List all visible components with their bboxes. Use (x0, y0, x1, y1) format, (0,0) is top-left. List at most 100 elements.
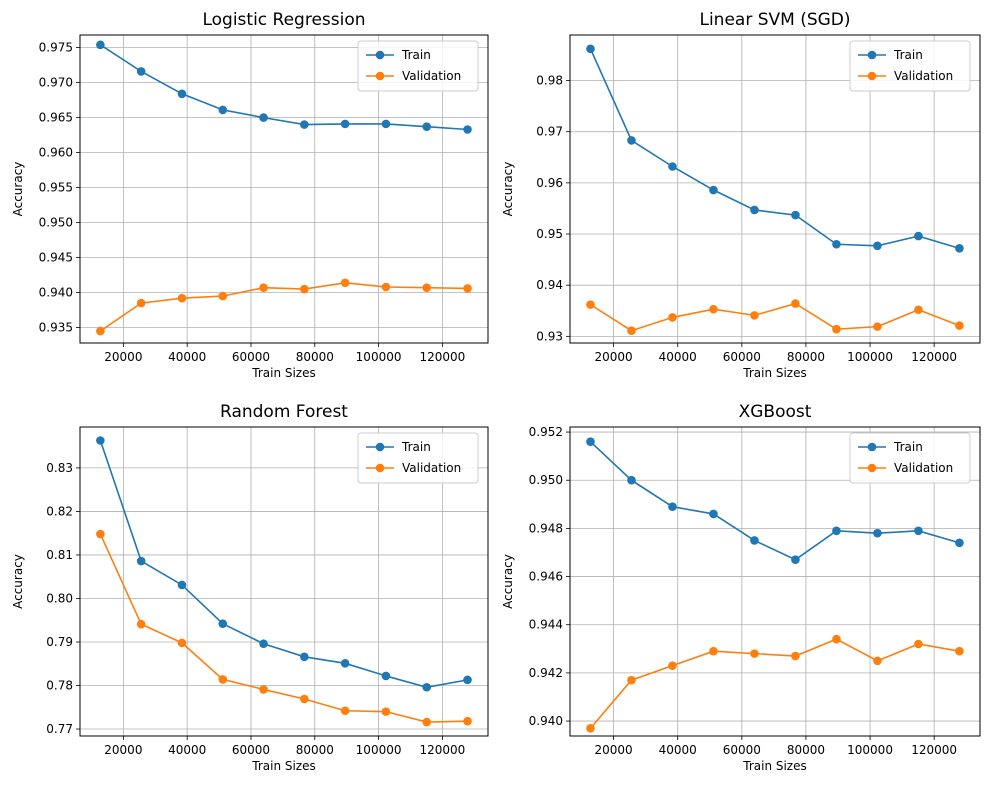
x-tick-label: 100000 (356, 743, 402, 757)
series-line-train (99, 440, 468, 689)
series-line-validation (99, 281, 468, 332)
data-point-validation (177, 293, 187, 303)
data-point-train (873, 528, 882, 538)
data-point-train (218, 619, 228, 629)
data-point-train (791, 555, 800, 565)
chart-title: Linear SVM (SGD) (699, 10, 850, 30)
data-point-train (586, 44, 595, 54)
data-point-validation (709, 646, 718, 656)
data-point-train (381, 119, 391, 129)
y-axis-label: Accuracy (501, 554, 515, 609)
y-tick-label: 0.950 (529, 473, 563, 487)
chart-3: 20000 40000 60000 80000 100000 120000 0.77 0.78… (11, 402, 489, 773)
x-tick-label: 100000 (356, 350, 402, 364)
legend-marker-train (375, 442, 385, 452)
data-point-validation (627, 326, 636, 336)
data-point-validation (668, 313, 677, 322)
data-point-validation (96, 326, 105, 336)
data-point-validation (259, 283, 268, 293)
data-point-validation (586, 300, 595, 309)
x-tick-label: 120000 (419, 350, 465, 364)
axes-frame (569, 34, 981, 344)
data-point-validation (218, 675, 228, 684)
data-point-validation (873, 656, 882, 666)
chart-title: Logistic Regression (202, 10, 365, 30)
x-axis-label: Train Sizes (251, 366, 316, 380)
y-tick-label: 0.95 (536, 227, 563, 241)
data-point-validation (340, 706, 350, 716)
x-tick-label: 40000 (659, 350, 697, 364)
data-point-validation (791, 651, 800, 661)
data-point-train (259, 639, 268, 649)
data-point-train (463, 675, 472, 685)
y-tick-label: 0.975 (39, 41, 73, 55)
data-point-validation (259, 685, 268, 694)
x-axis-label: Train Sizes (742, 366, 807, 380)
data-point-train (218, 105, 228, 115)
y-tick-label: 0.93 (536, 329, 563, 343)
x-tick-label: 120000 (911, 743, 957, 757)
data-point-train (96, 436, 105, 445)
y-tick-label: 0.935 (39, 321, 73, 335)
data-point-train (873, 241, 882, 251)
data-point-train (300, 652, 309, 662)
data-point-train (340, 659, 350, 668)
series-line-train (99, 44, 468, 131)
x-tick-label: 20000 (104, 350, 142, 364)
legend-label-train: Train (401, 48, 431, 62)
legend: Train Validation (849, 432, 971, 484)
data-point-validation (750, 311, 759, 320)
data-point-train (832, 526, 841, 536)
series-line-validation (99, 533, 468, 723)
legend-marker-train (375, 50, 385, 60)
x-tick-label: 20000 (595, 743, 633, 757)
y-tick-label: 0.97 (536, 125, 563, 139)
data-point-train (627, 136, 636, 145)
data-point-train (668, 502, 677, 512)
data-point-train (627, 475, 636, 485)
x-tick-label: 20000 (595, 350, 633, 364)
data-point-train (955, 538, 964, 548)
y-tick-label: 0.960 (39, 146, 73, 160)
data-point-train (136, 67, 146, 76)
legend: Train Validation (357, 40, 479, 92)
legend-marker-validation (867, 463, 877, 473)
data-point-validation (750, 649, 759, 658)
y-tick-label: 0.81 (46, 548, 73, 562)
x-tick-label: 100000 (847, 350, 893, 364)
legend: Train Validation (357, 432, 479, 484)
legend-label-validation: Validation (894, 69, 953, 83)
chart-1: 20000 40000 60000 80000 100000 120000 0.935 0.9… (11, 10, 489, 380)
y-tick-label: 0.78 (46, 679, 73, 693)
y-tick-label: 0.946 (529, 570, 563, 584)
data-point-validation (381, 282, 391, 292)
data-point-train (381, 671, 391, 681)
legend-marker-train (867, 442, 877, 452)
data-point-validation (955, 321, 964, 330)
axes-frame (569, 426, 981, 737)
y-tick-label: 0.77 (46, 722, 73, 736)
y-tick-label: 0.948 (529, 521, 563, 535)
data-point-validation (832, 634, 841, 644)
data-point-validation (177, 638, 187, 648)
y-tick-label: 0.82 (46, 504, 73, 518)
data-point-validation (627, 675, 636, 685)
axes-frame (79, 426, 489, 737)
y-tick-label: 0.965 (39, 111, 73, 125)
data-point-validation (300, 284, 309, 294)
y-tick-label: 0.83 (46, 461, 73, 475)
data-point-validation (709, 304, 718, 314)
x-axis-label: Train Sizes (251, 759, 316, 773)
legend-label-validation: Validation (894, 461, 953, 475)
legend-label-validation: Validation (402, 461, 461, 475)
legend-marker-validation (375, 71, 385, 81)
y-tick-label: 0.944 (529, 618, 563, 632)
legend-marker-validation (375, 463, 385, 473)
data-point-validation (422, 717, 432, 727)
x-tick-label: 60000 (232, 743, 270, 757)
x-tick-label: 40000 (168, 350, 206, 364)
data-point-validation (914, 305, 923, 315)
data-point-train (177, 580, 187, 590)
data-point-train (177, 89, 187, 99)
